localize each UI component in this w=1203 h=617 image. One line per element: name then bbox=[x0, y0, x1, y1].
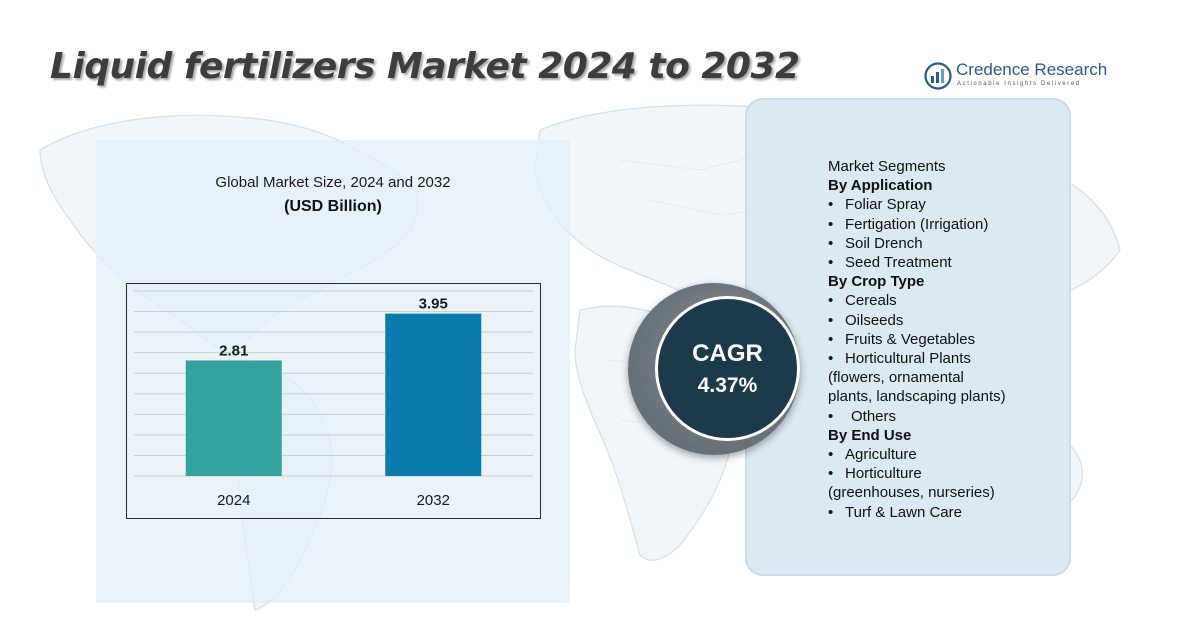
segment-item: (flowers, ornamental bbox=[828, 368, 1068, 387]
credence-logo-icon bbox=[924, 62, 952, 90]
brand-logo[interactable]: Credence Research Actionable Insights De… bbox=[924, 58, 1114, 98]
segment-item: • Others bbox=[828, 407, 1068, 426]
segment-item-label: Foliar Spray bbox=[845, 196, 926, 214]
segment-group-heading: By End Use bbox=[828, 426, 912, 444]
segment-item-label: Cereals bbox=[845, 292, 897, 310]
bar-2024 bbox=[185, 360, 282, 476]
segment-item-label: Seed Treatment bbox=[845, 254, 952, 272]
x-tick-label: 2032 bbox=[417, 492, 450, 509]
logo-name: Credence Research bbox=[956, 60, 1108, 79]
segment-item: • Agriculture bbox=[828, 445, 1068, 464]
chart-subtitle: (USD Billion) bbox=[284, 198, 382, 215]
segment-item: • Fruits & Vegetables bbox=[828, 330, 1068, 349]
segment-group-heading: By Application bbox=[828, 177, 933, 195]
segment-item-label: Others bbox=[851, 407, 897, 425]
bullet-icon: • bbox=[828, 465, 834, 483]
segment-item-label: plants, landscaping plants) bbox=[828, 388, 1006, 406]
segment-item-label: Horticulture bbox=[845, 465, 922, 483]
bullet-icon: • bbox=[828, 503, 834, 521]
segment-item: plants, landscaping plants) bbox=[828, 387, 1068, 406]
bar-value-label: 2.81 bbox=[219, 342, 248, 359]
segment-item-label: Turf & Lawn Care bbox=[845, 503, 962, 521]
segment-item: • Seed Treatment bbox=[828, 253, 1068, 272]
segment-item-label: (greenhouses, nurseries) bbox=[828, 484, 995, 502]
bullet-icon: • bbox=[828, 330, 834, 348]
segments-list: Market Segments By Application • Foliar Sp… bbox=[828, 157, 1068, 522]
logo-tagline: Actionable Insights Delivered bbox=[957, 81, 1081, 87]
segment-group-heading: By Crop Type bbox=[828, 273, 925, 291]
segment-item: (greenhouses, nurseries) bbox=[828, 483, 1068, 502]
segment-item: • Oilseeds bbox=[828, 311, 1068, 330]
bullet-icon: • bbox=[828, 350, 834, 368]
bullet-icon: • bbox=[828, 254, 834, 272]
segment-item-label: Soil Drench bbox=[845, 234, 923, 252]
bar-2032 bbox=[385, 313, 482, 476]
cagr-badge bbox=[655, 296, 800, 441]
segment-item-label: Fruits & Vegetables bbox=[845, 330, 976, 348]
bullet-icon: • bbox=[828, 234, 834, 252]
bullet-icon: • bbox=[828, 311, 834, 329]
segments-title: Market Segments bbox=[828, 158, 946, 175]
segment-item: • Horticultural Plants bbox=[828, 349, 1068, 368]
segment-item-label: Horticultural Plants bbox=[845, 350, 971, 368]
bar-value-label: 3.95 bbox=[419, 296, 448, 313]
segment-item: • Horticulture bbox=[828, 464, 1068, 483]
segment-item: • Foliar Spray bbox=[828, 195, 1068, 214]
segment-item: • Cereals bbox=[828, 291, 1068, 310]
segment-item-label: Agriculture bbox=[845, 446, 917, 464]
cagr-label: CAGR bbox=[692, 340, 763, 367]
cagr-value: 4.37% bbox=[697, 374, 758, 397]
bullet-icon: • bbox=[828, 446, 834, 464]
x-tick-label: 2024 bbox=[217, 492, 250, 509]
chart-frame bbox=[126, 283, 541, 519]
page-title: Liquid fertilizers Market 2024 to 2032 bbox=[50, 46, 800, 87]
segment-item: • Turf & Lawn Care bbox=[828, 503, 1068, 522]
bullet-icon: • bbox=[828, 292, 834, 310]
market-size-bar-chart: 2.81 2024 3.95 2032 bbox=[134, 290, 533, 509]
chart-panel bbox=[96, 140, 570, 603]
bullet-icon: • bbox=[828, 196, 834, 214]
segments-panel bbox=[745, 98, 1071, 576]
segment-item: • Soil Drench bbox=[828, 234, 1068, 253]
segment-item-label: (flowers, ornamental bbox=[828, 369, 964, 387]
segment-item: • Fertigation (Irrigation) bbox=[828, 215, 1068, 234]
segment-item-label: Oilseeds bbox=[845, 311, 904, 329]
bullet-icon: • bbox=[828, 215, 834, 233]
bullet-icon: • bbox=[828, 407, 834, 425]
chart-title: Global Market Size, 2024 and 2032 bbox=[215, 174, 451, 191]
segment-item-label: Fertigation (Irrigation) bbox=[845, 215, 989, 233]
